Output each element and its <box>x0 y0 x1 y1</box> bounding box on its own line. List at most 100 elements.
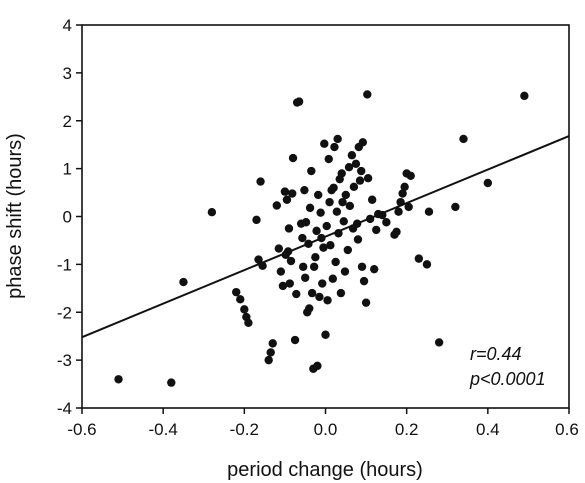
data-point <box>333 134 342 144</box>
data-point <box>282 195 292 204</box>
x-tick-label: 0.2 <box>395 420 419 439</box>
x-tick-label: 0.6 <box>555 420 579 439</box>
y-tick-label: -2 <box>57 303 72 322</box>
data-point <box>321 330 330 339</box>
data-point <box>167 378 176 387</box>
data-point <box>301 273 310 282</box>
y-tick-label: 1 <box>63 160 72 179</box>
data-point <box>341 190 350 200</box>
annotation-p: p<0.0001 <box>469 369 546 389</box>
y-tick-label: -3 <box>57 351 72 370</box>
data-point <box>357 166 366 176</box>
data-point <box>114 375 123 384</box>
y-tick-label: -1 <box>57 255 72 274</box>
data-point <box>286 256 296 266</box>
data-point <box>278 281 288 291</box>
x-tick-label: 0.0 <box>314 420 338 439</box>
data-point <box>359 276 369 286</box>
data-point <box>336 288 346 298</box>
data-point <box>331 257 340 267</box>
data-point <box>332 207 342 216</box>
data-point <box>424 207 434 216</box>
data-point <box>326 241 335 250</box>
data-point <box>345 201 355 211</box>
data-point <box>284 224 294 233</box>
data-point <box>285 279 294 288</box>
x-tick-label: -0.2 <box>230 420 259 439</box>
data-point <box>382 218 391 227</box>
data-point <box>340 267 350 276</box>
data-point <box>434 338 444 347</box>
data-point <box>325 197 334 207</box>
data-point <box>355 176 365 185</box>
data-point <box>288 153 298 163</box>
data-point <box>358 138 368 147</box>
data-point <box>240 305 249 314</box>
data-point <box>268 339 277 348</box>
data-point <box>274 244 284 253</box>
data-point <box>266 348 275 357</box>
data-point <box>344 162 354 172</box>
data-point <box>307 166 316 176</box>
data-point <box>422 260 432 269</box>
data-point <box>236 295 245 304</box>
data-point <box>309 262 319 271</box>
data-point <box>339 217 348 226</box>
data-point <box>298 233 307 243</box>
data-point <box>328 274 338 283</box>
data-points <box>114 90 529 387</box>
data-point <box>300 185 309 195</box>
data-point <box>451 202 460 212</box>
data-point <box>394 207 403 216</box>
y-tick-label: 2 <box>63 112 72 131</box>
data-point <box>315 292 324 302</box>
data-point <box>298 262 308 271</box>
y-axis-title: phase shift (hours) <box>4 133 26 299</box>
data-point <box>305 203 315 213</box>
data-point <box>323 296 332 305</box>
data-point <box>244 318 253 327</box>
data-point <box>319 243 328 252</box>
data-point <box>404 202 413 212</box>
data-point <box>351 159 361 169</box>
data-point <box>406 171 415 181</box>
data-point <box>313 361 322 371</box>
data-point <box>207 207 217 217</box>
y-tick-label: 3 <box>63 64 72 83</box>
data-point <box>318 279 327 288</box>
data-point <box>264 355 273 365</box>
data-point <box>324 154 333 164</box>
data-point <box>400 182 409 192</box>
data-point <box>313 190 323 200</box>
data-point <box>337 169 346 178</box>
data-point <box>252 215 261 225</box>
x-tick-label: 0.4 <box>476 420 500 439</box>
data-point <box>363 174 373 183</box>
data-point <box>343 245 353 255</box>
data-point <box>288 189 297 198</box>
annotation-r: r=0.44 <box>470 344 522 364</box>
x-axis-title: period change (hours) <box>227 459 423 481</box>
data-point <box>322 221 331 231</box>
data-point <box>520 91 529 101</box>
y-tick-label: 0 <box>63 208 72 227</box>
data-point <box>256 177 265 186</box>
x-tick-label: -0.6 <box>67 420 96 439</box>
regression-line <box>81 135 570 339</box>
data-point <box>398 189 407 198</box>
data-point <box>312 226 321 236</box>
data-point <box>392 227 401 237</box>
data-point <box>459 134 468 144</box>
data-point <box>414 254 424 263</box>
data-point <box>363 90 372 99</box>
data-point <box>179 277 188 287</box>
data-point <box>320 139 329 148</box>
data-point <box>232 287 241 297</box>
data-point <box>276 267 286 276</box>
x-tick-label: -0.4 <box>149 420 178 439</box>
data-point <box>272 201 281 210</box>
data-point <box>367 195 377 204</box>
data-point <box>292 289 301 299</box>
data-point <box>316 208 325 217</box>
